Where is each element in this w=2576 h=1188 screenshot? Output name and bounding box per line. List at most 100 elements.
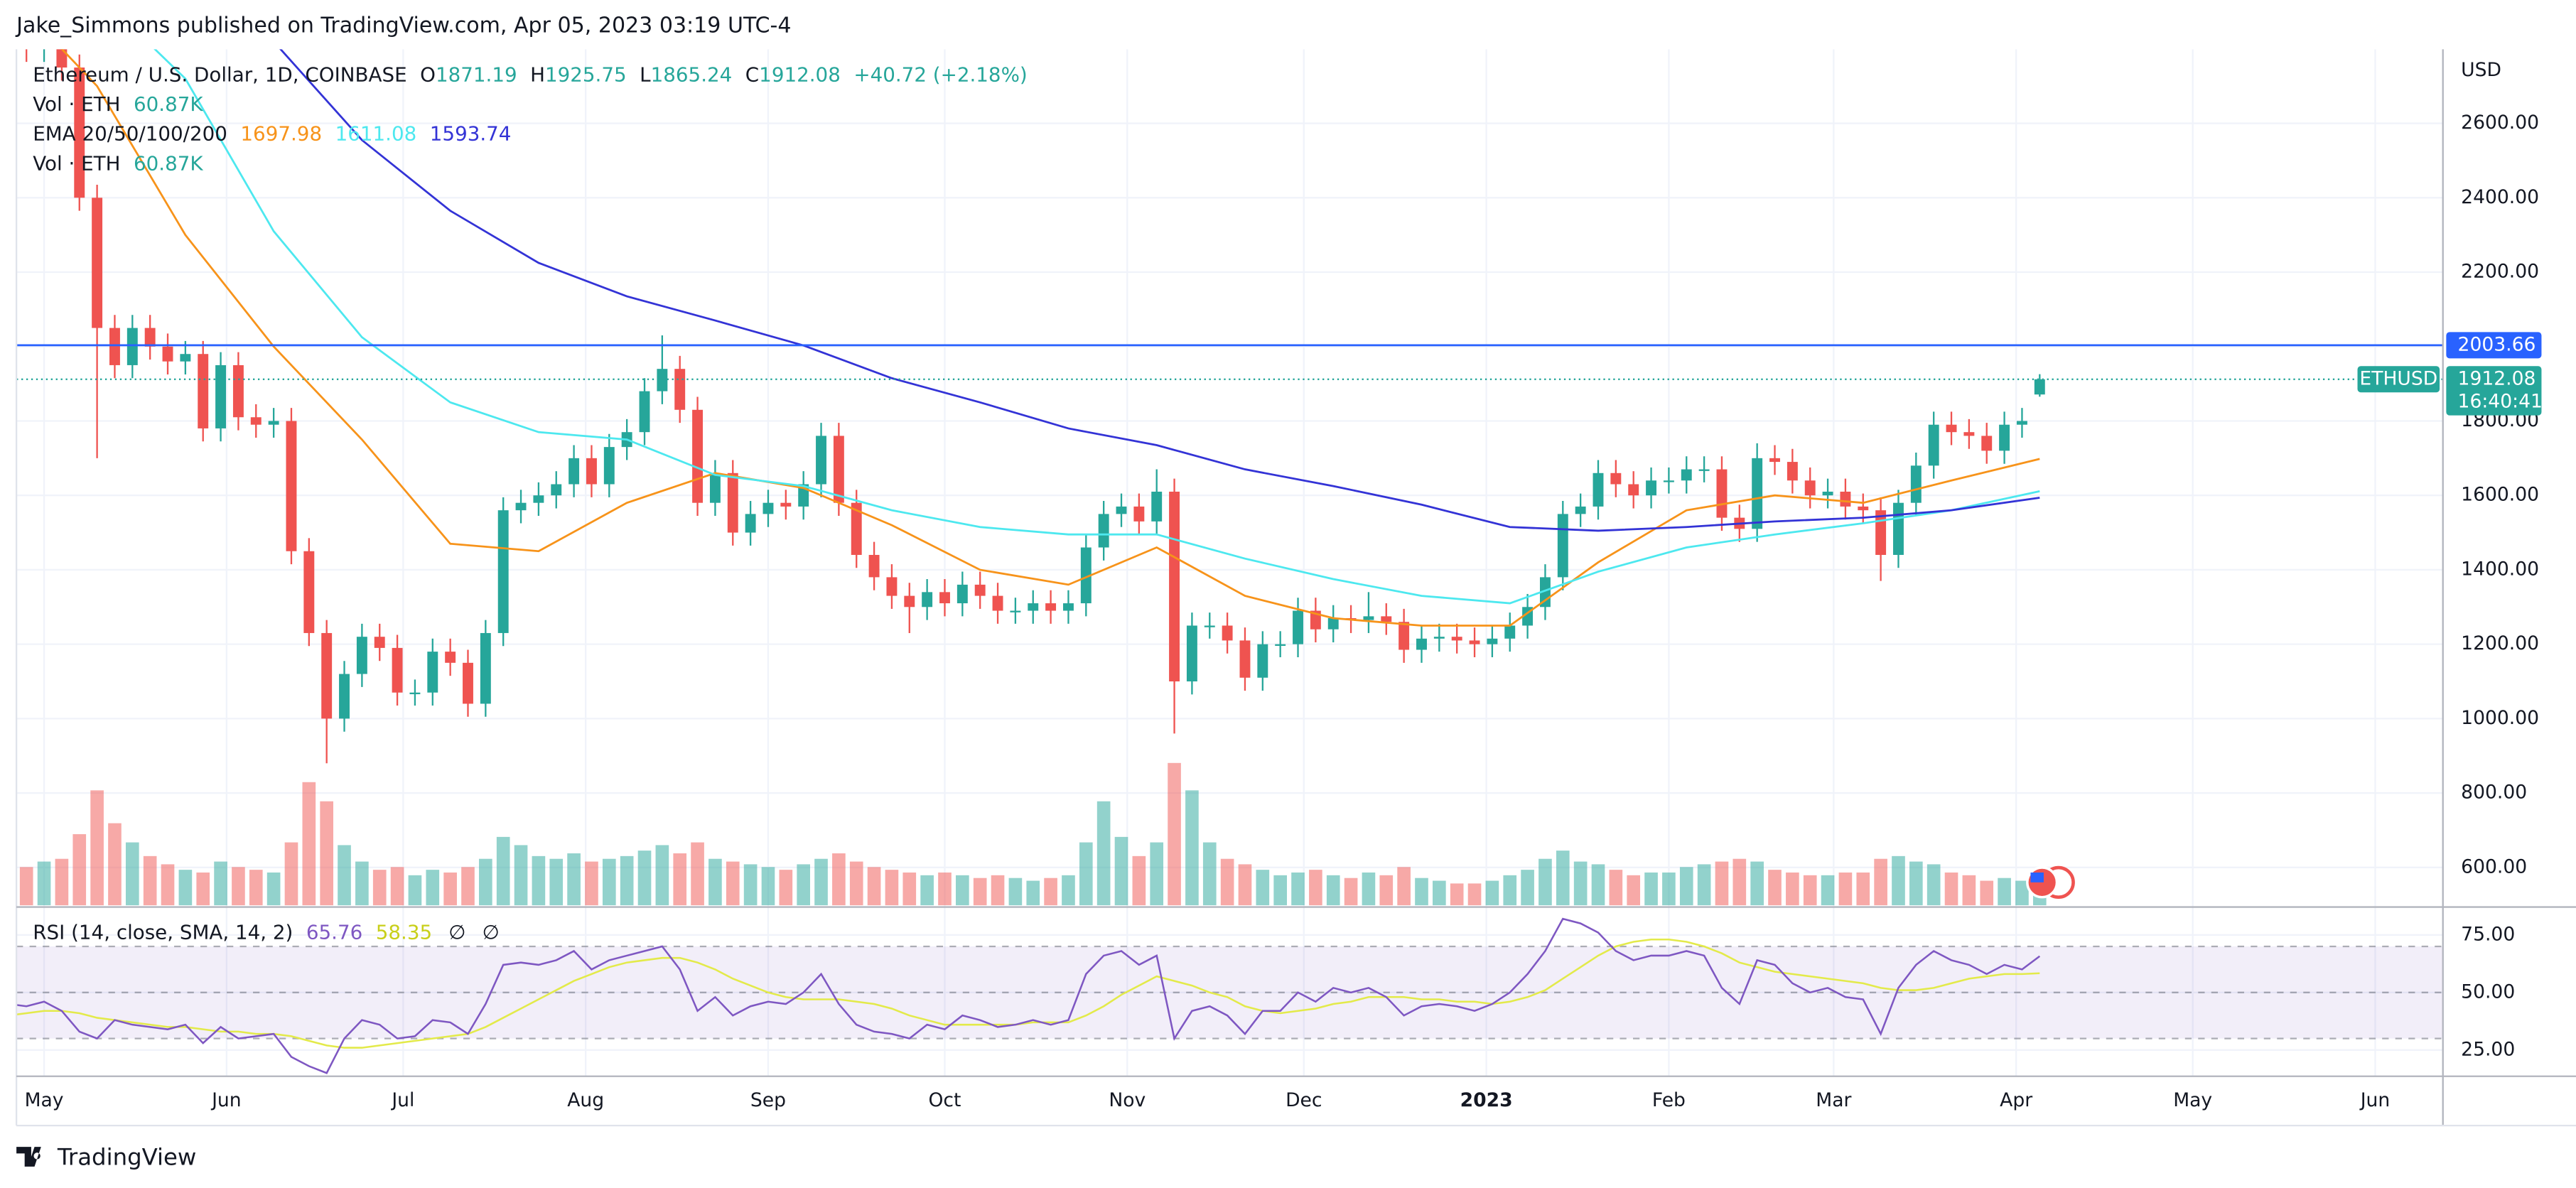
volume-bar bbox=[1521, 870, 1534, 906]
candle-body bbox=[2016, 421, 2027, 425]
volume-bar bbox=[920, 875, 934, 906]
volume-bar bbox=[1379, 875, 1394, 906]
volume-bar bbox=[532, 855, 546, 906]
x-tick-label: Jun bbox=[2359, 1089, 2391, 1111]
volume-bar bbox=[673, 853, 687, 906]
candle-body bbox=[515, 502, 527, 511]
volume-bar bbox=[1874, 858, 1887, 906]
volume-bar bbox=[390, 867, 404, 906]
candle-body bbox=[1893, 502, 1904, 555]
volume-bar bbox=[1980, 880, 1994, 906]
rsi-symbol: ∅ bbox=[448, 921, 465, 944]
volume-bar bbox=[867, 867, 881, 906]
candle-body bbox=[1399, 622, 1410, 650]
ohlc-key: O bbox=[420, 63, 436, 86]
candle-body bbox=[639, 391, 650, 433]
candle-body bbox=[92, 198, 103, 328]
volume-value: 60.87K bbox=[134, 92, 203, 116]
candle-body bbox=[1327, 617, 1339, 630]
y-tick-label: 1200.00 bbox=[2461, 632, 2539, 654]
candle-body bbox=[745, 514, 756, 533]
rsi-sma-line bbox=[16, 938, 2040, 1049]
rsi-tick-label: 75.00 bbox=[2461, 923, 2515, 945]
candle-body bbox=[1293, 610, 1303, 644]
volume-bar bbox=[832, 853, 846, 906]
volume-bar bbox=[1573, 861, 1588, 906]
candle-body bbox=[1116, 506, 1127, 514]
rsi-pane bbox=[16, 917, 2443, 1074]
candle-body bbox=[339, 674, 350, 719]
volume-name: Vol · ETH bbox=[33, 92, 120, 116]
volume-bar bbox=[249, 870, 263, 906]
x-tick-label: Dec bbox=[1286, 1089, 1322, 1111]
volume-bar bbox=[1079, 842, 1093, 906]
x-tick-label: May bbox=[25, 1089, 64, 1111]
volume-bar bbox=[585, 861, 598, 906]
volume-bar bbox=[1838, 872, 1853, 906]
logo-mark bbox=[16, 1147, 41, 1167]
legend-ema: EMA 20/50/100/200 1697.98 1611.08 1593.74 bbox=[33, 122, 511, 146]
volume-bar bbox=[1786, 872, 1799, 906]
volume-bar bbox=[938, 872, 952, 906]
y-tick-label: 600.00 bbox=[2461, 855, 2527, 878]
change: +40.72 (+2.18%) bbox=[853, 63, 1027, 86]
candle-body bbox=[1804, 480, 1816, 496]
y-tick-label: 1000.00 bbox=[2461, 707, 2539, 729]
ema-name: EMA 20/50/100/200 bbox=[33, 122, 227, 146]
volume-bar bbox=[461, 867, 475, 906]
candle-body bbox=[1698, 469, 1710, 471]
x-tick-label: Jul bbox=[390, 1089, 414, 1111]
rsi-sma-value: 58.35 bbox=[376, 921, 432, 944]
candle-body bbox=[180, 354, 191, 362]
ohlc-value: 1871.19 bbox=[436, 63, 517, 86]
x-tick-label: Apr bbox=[2000, 1089, 2032, 1111]
volume-bar bbox=[1415, 878, 1428, 906]
volume-bar bbox=[479, 858, 492, 906]
candle-body bbox=[816, 436, 826, 485]
candle-body bbox=[1487, 638, 1498, 644]
countdown: 16:40:41 bbox=[2458, 391, 2543, 413]
volume-bar bbox=[549, 858, 564, 906]
y-tick-label: 1400.00 bbox=[2461, 558, 2539, 580]
x-tick-label: Aug bbox=[567, 1089, 604, 1111]
volume-bar bbox=[1344, 878, 1358, 906]
rsi-tick-label: 50.00 bbox=[2461, 981, 2515, 1003]
candle-body bbox=[939, 592, 950, 604]
x-tick-label: Feb bbox=[1652, 1089, 1686, 1111]
candle-body bbox=[232, 364, 244, 418]
flags-icon bbox=[2026, 865, 2075, 899]
volume-bar bbox=[1096, 801, 1111, 906]
candle-body bbox=[303, 551, 315, 633]
candle-body bbox=[427, 652, 438, 693]
volume-bar bbox=[1309, 870, 1322, 906]
candle-body bbox=[780, 502, 792, 507]
volume-bar bbox=[1644, 872, 1658, 906]
rsi-tick-label: 25.00 bbox=[2461, 1038, 2515, 1060]
candle-body bbox=[1593, 472, 1604, 507]
volume-bar bbox=[1485, 880, 1499, 906]
candle-body bbox=[904, 595, 915, 608]
volume-bar bbox=[602, 858, 616, 906]
candle-body bbox=[1239, 640, 1251, 678]
labels: May Jun Jul Aug Sep Oct Nov Dec 2023 Feb Mar Apr May… bbox=[25, 112, 2543, 1111]
volume-bar bbox=[2015, 880, 2029, 906]
ema-value: 1611.08 bbox=[335, 122, 417, 146]
volume-bar bbox=[655, 845, 669, 906]
volume-bar bbox=[1856, 872, 1870, 906]
candle-body bbox=[1999, 424, 2010, 451]
candle-body bbox=[215, 364, 227, 428]
header: Jake_Simmons published on TradingView.co… bbox=[15, 13, 791, 38]
volume-bar bbox=[1944, 872, 1958, 906]
candle-body bbox=[1681, 469, 1692, 481]
candle-body bbox=[1433, 637, 1445, 639]
y-tick-label: 2200.00 bbox=[2461, 261, 2539, 283]
ema-value: 1593.74 bbox=[430, 122, 512, 146]
ohlc-value: 1865.24 bbox=[651, 63, 733, 86]
candle-body bbox=[1045, 603, 1057, 611]
volume-bar bbox=[1768, 870, 1782, 906]
y-tick-label: 2400.00 bbox=[2461, 186, 2539, 208]
volume-bar bbox=[1892, 855, 1905, 906]
candle-body bbox=[1028, 603, 1039, 611]
legend-volume: Vol · ETH 60.87K bbox=[33, 92, 203, 116]
volume-bar bbox=[1114, 836, 1128, 906]
